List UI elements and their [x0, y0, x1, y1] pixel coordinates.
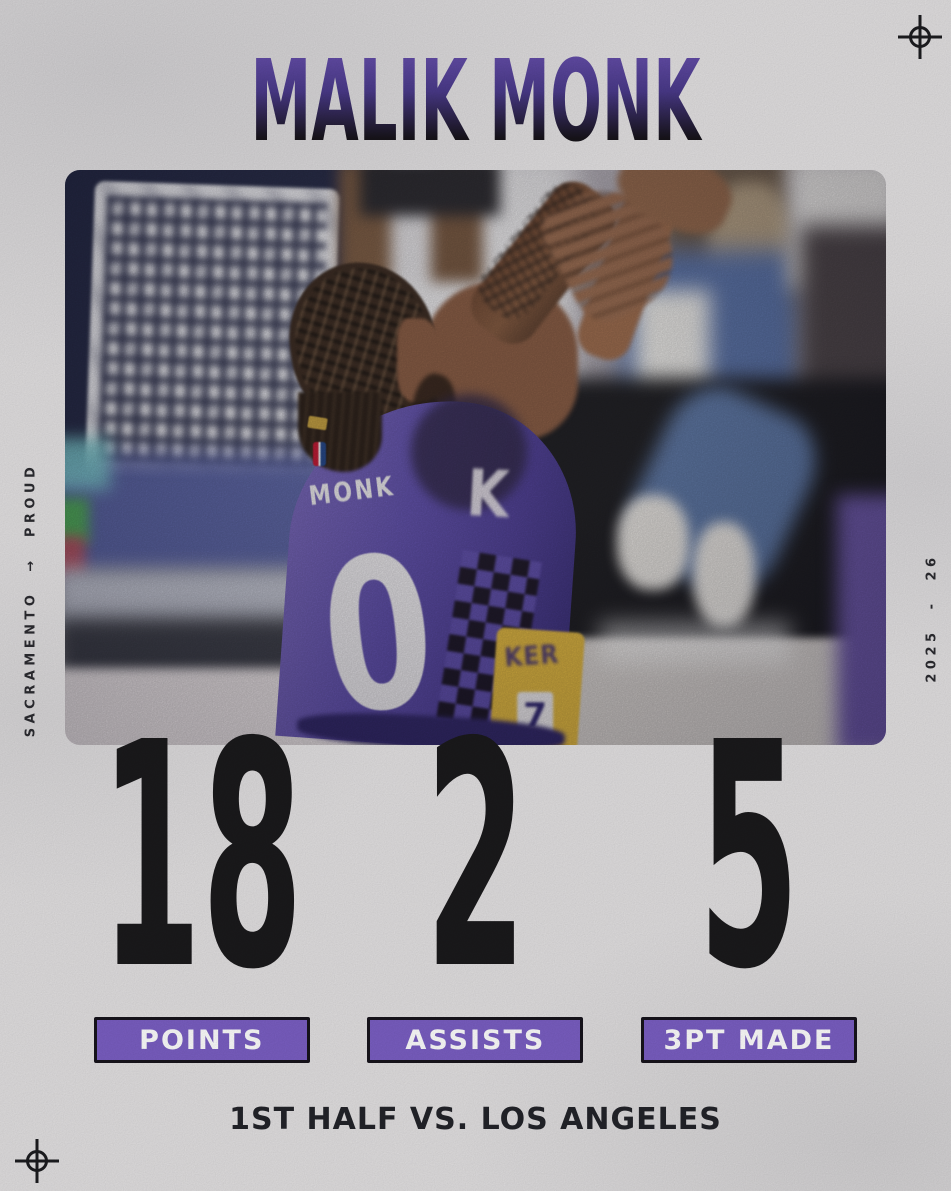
player-photo: MONK 0 K KER 7 [65, 170, 886, 745]
background-jersey-letter: K [464, 456, 511, 534]
stat-value: 5 [698, 677, 800, 1038]
right-vertical-label: 2025 - 26 [924, 553, 940, 683]
spectator-boot [617, 495, 689, 590]
stats-row: 18 POINTS 2 ASSISTS 5 3PT MADE [65, 703, 886, 1063]
title-graphic: MALIK MONK [251, 37, 703, 167]
stat-value: 18 [100, 677, 304, 1038]
registration-mark-icon [898, 15, 942, 59]
left-vertical-label: SACRAMENTO → PROUD [23, 462, 39, 738]
courtside-blur-teal [65, 438, 110, 490]
spectator-boot [693, 522, 755, 627]
background-person-shorts [360, 170, 500, 216]
registration-mark-icon [15, 1139, 59, 1183]
floor-reflection [600, 622, 790, 664]
stat-points: 18 POINTS [65, 703, 339, 1063]
opponent-patch-letters: KER [503, 639, 561, 674]
stat-assists: 2 ASSISTS [339, 703, 613, 1063]
nba-logo [313, 442, 326, 466]
stat-value: 2 [424, 677, 527, 1038]
page-title: MALIK MONK [251, 37, 703, 167]
footer-caption: 1ST HALF VS. LOS ANGELES [229, 1102, 722, 1137]
stat-threes: 5 3PT MADE [612, 703, 886, 1063]
